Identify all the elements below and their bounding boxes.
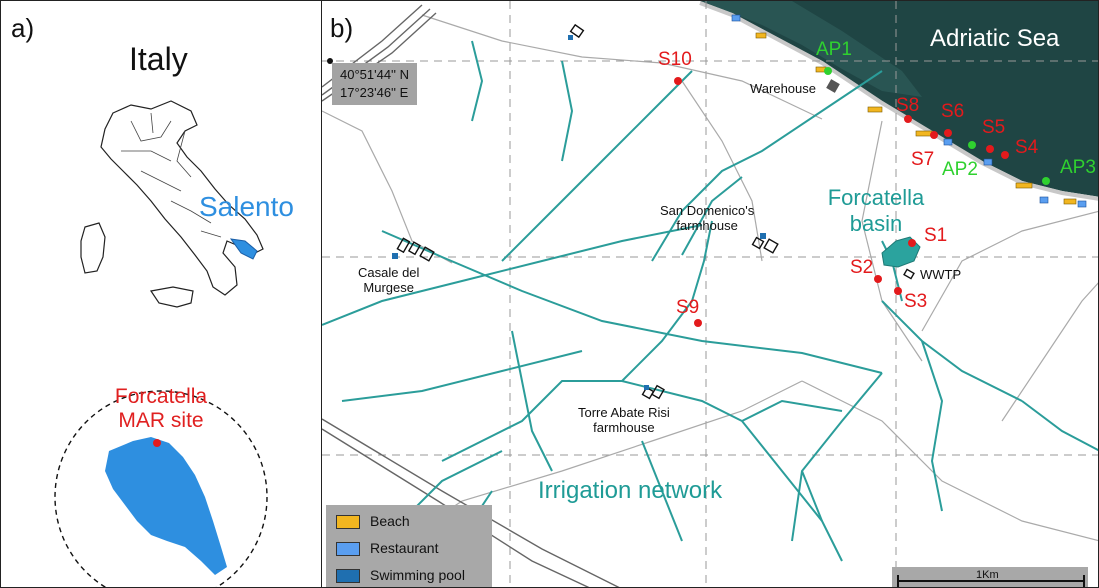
sampling-points-green [824, 67, 1050, 185]
site-label-s3: S3 [904, 291, 928, 312]
san-domenico-label: San Domenico's farmhouse [660, 203, 754, 233]
torre-label: Torre Abate Risi farmhouse [578, 405, 670, 435]
torre-line-1: Torre Abate Risi [578, 405, 670, 420]
legend-swatch-pool [336, 569, 360, 583]
wwtp-label: WWTP [920, 267, 962, 282]
pool-markers [392, 35, 766, 390]
panel-a: a) Italy Salento Forcatella MAR site [0, 0, 322, 588]
site-label-ap1: AP1 [816, 39, 852, 60]
site-label-s10: S10 [658, 49, 692, 70]
mar-site-line-1: Forcatella [114, 385, 208, 408]
coordinates-box: 40°51'44'' N 17°23'46'' E [332, 63, 418, 105]
panel-b-label: b) [330, 13, 354, 43]
beach-markers [755, 32, 1077, 205]
latitude: 40°51'44'' N [340, 67, 410, 82]
site-label-s5: S5 [982, 117, 1006, 138]
legend-swatch-restaurant [336, 542, 360, 556]
scale-label: 1Km [976, 569, 999, 581]
sardinia [80, 222, 106, 274]
buildings [396, 23, 915, 400]
roads [322, 14, 1098, 542]
sea [700, 1, 1098, 197]
san-domenico-line-1: San Domenico's [660, 203, 755, 218]
site-label-s6: S6 [941, 101, 965, 122]
salento-enlarged [105, 437, 227, 575]
casale-line-2: Murgese [363, 280, 414, 295]
casale-line-1: Casale del [358, 265, 420, 280]
mar-site-label: Forcatella MAR site [86, 385, 236, 433]
mar-site-line-2: MAR site [118, 409, 204, 432]
salento-label: Salento [199, 191, 294, 222]
sea-label: Adriatic Sea [930, 25, 1060, 52]
sampling-points-red [674, 77, 1009, 327]
basin-line-2: basin [849, 211, 903, 236]
italy-region-borders [121, 112, 222, 238]
restaurant-markers [731, 14, 1087, 208]
casale-label: Casale del Murgese [358, 265, 419, 295]
legend-label-pool: Swimming pool [370, 567, 465, 583]
irrigation-channels [322, 40, 1098, 562]
site-label-s7: S7 [911, 149, 935, 170]
warehouse-building [826, 79, 840, 93]
panel-b: b) Adriatic Sea 40°51'44'' N 17°23'46'' … [321, 0, 1099, 588]
map-legend: Beach Restaurant Swimming pool [326, 505, 492, 587]
site-label-s2: S2 [850, 257, 874, 278]
legend-label-restaurant: Restaurant [370, 540, 439, 556]
longitude: 17°23'46'' E [340, 85, 409, 100]
mar-site-marker [153, 439, 161, 447]
torre-line-2: farmhouse [593, 420, 655, 435]
country-title: Italy [129, 41, 188, 77]
irrigation-network-label: Irrigation network [538, 477, 723, 504]
site-label-ap2: AP2 [942, 159, 978, 180]
site-label-s4: S4 [1015, 137, 1039, 158]
area-map [322, 1, 1098, 587]
legend-swatch-beach [336, 515, 360, 529]
site-label-ap3: AP3 [1060, 157, 1096, 178]
coord-anchor [327, 58, 333, 64]
sicily [149, 286, 194, 308]
san-domenico-line-2: farmhouse [676, 218, 738, 233]
site-label-s1: S1 [924, 225, 948, 246]
panel-a-label: a) [11, 13, 35, 43]
basin-line-1: Forcatella [827, 185, 925, 210]
warehouse-label: Warehouse [750, 81, 816, 96]
salento-region [229, 238, 258, 260]
legend-label-beach: Beach [370, 513, 410, 529]
site-label-s9: S9 [676, 297, 700, 318]
basin-label: Forcatella basin [816, 185, 936, 237]
sea-shallow [702, 1, 922, 97]
site-label-s8: S8 [896, 95, 920, 116]
italy-map [54, 100, 268, 587]
zoom-circle [54, 390, 268, 587]
